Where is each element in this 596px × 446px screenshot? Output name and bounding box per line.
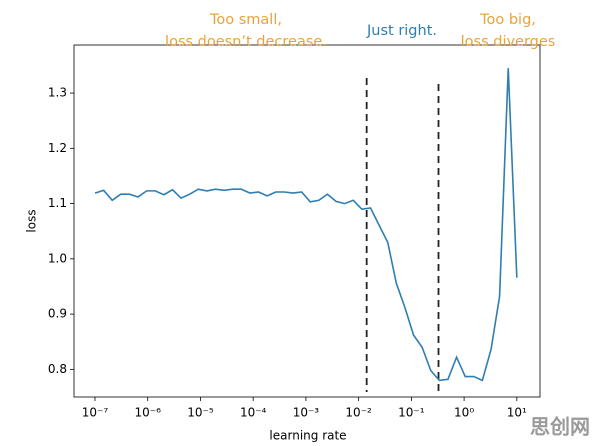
x-tick-label: 10⁻² — [345, 406, 372, 420]
x-tick-label: 10¹ — [507, 406, 527, 420]
x-axis-label: learning rate — [269, 429, 346, 443]
x-tick-label: 10⁻⁶ — [135, 406, 162, 420]
x-tick-label: 10⁻⁴ — [240, 406, 267, 420]
x-tick-label: 10⁻³ — [293, 406, 320, 420]
watermark: 思创网 — [530, 415, 590, 439]
plot-frame — [73, 44, 541, 398]
annotation: Too small, — [209, 12, 282, 28]
loss-line — [94, 68, 518, 382]
y-tick-label: 1.3 — [48, 86, 67, 100]
y-axis-label: loss — [25, 209, 39, 232]
x-tick-label: 10⁻¹ — [398, 406, 425, 420]
y-tick-label: 1.1 — [48, 196, 67, 210]
y-tick-label: 0.9 — [48, 307, 67, 321]
annotation: Too big, — [479, 12, 536, 28]
y-tick-label: 1.0 — [48, 251, 67, 265]
y-tick-label: 1.2 — [48, 141, 67, 155]
x-tick-label: 10⁰ — [454, 406, 474, 420]
annotation: Just right. — [366, 23, 437, 39]
x-tick-label: 10⁻⁵ — [187, 406, 214, 420]
annotation: loss diverges — [461, 34, 556, 50]
annotation: loss doesn’t decrease. — [165, 34, 327, 50]
y-tick-label: 0.8 — [48, 362, 67, 376]
x-tick-label: 10⁻⁷ — [82, 406, 109, 420]
